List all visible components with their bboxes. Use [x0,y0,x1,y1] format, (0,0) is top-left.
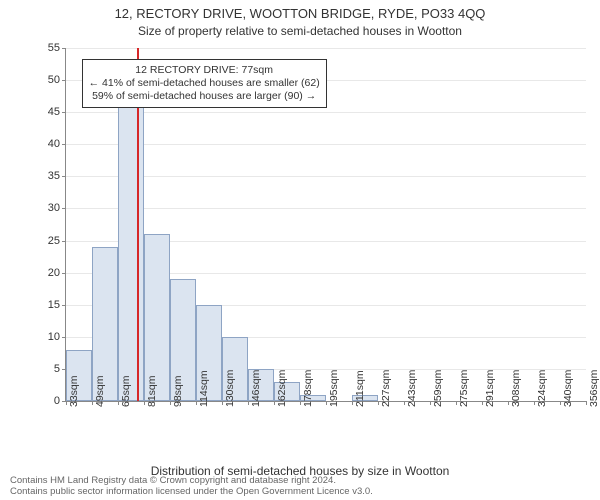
x-tick-label: 308sqm [510,370,522,407]
x-tick-label: 291sqm [484,370,496,407]
gridline [66,208,586,209]
x-tick-mark [508,401,509,405]
x-tick-label: 275sqm [458,370,470,407]
x-tick-mark [404,401,405,405]
y-tick-label: 35 [34,170,66,182]
x-tick-label: 49sqm [94,375,106,407]
x-tick-label: 98sqm [172,375,184,407]
x-tick-mark [352,401,353,405]
gridline [66,112,586,113]
x-tick-label: 211sqm [354,370,366,407]
annotation-line: ← 41% of semi-detached houses are smalle… [89,77,320,90]
y-tick-label: 45 [34,106,66,118]
x-tick-mark [118,401,119,405]
x-tick-mark [456,401,457,405]
y-tick-label: 40 [34,138,66,150]
x-tick-mark [222,401,223,405]
footer-line-2: Contains public sector information licen… [10,487,590,498]
y-tick-label: 25 [34,235,66,247]
y-tick-label: 10 [34,331,66,343]
x-tick-label: 65sqm [120,375,132,407]
histogram-bar [118,74,143,401]
x-tick-mark [378,401,379,405]
x-tick-label: 114sqm [198,370,210,407]
x-tick-label: 146sqm [250,370,262,407]
x-tick-label: 243sqm [406,370,418,407]
footer-attribution: Contains HM Land Registry data © Crown c… [10,476,590,498]
annotation-line: 12 RECTORY DRIVE: 77sqm [89,64,320,77]
x-tick-mark [196,401,197,405]
x-tick-mark [560,401,561,405]
y-tick-label: 30 [34,202,66,214]
x-tick-mark [300,401,301,405]
x-tick-mark [170,401,171,405]
x-tick-label: 33sqm [68,375,80,407]
x-tick-label: 227sqm [380,370,392,407]
x-tick-mark [144,401,145,405]
gridline [66,176,586,177]
y-tick-label: 50 [34,74,66,86]
x-tick-mark [326,401,327,405]
y-tick-label: 20 [34,267,66,279]
x-tick-mark [534,401,535,405]
x-tick-label: 81sqm [146,375,158,407]
gridline [66,144,586,145]
x-tick-mark [430,401,431,405]
annotation-box: 12 RECTORY DRIVE: 77sqm← 41% of semi-det… [82,59,327,108]
chart-subtitle: Size of property relative to semi-detach… [0,24,600,38]
gridline [66,48,586,49]
x-tick-label: 178sqm [302,370,314,407]
x-tick-label: 130sqm [224,370,236,407]
x-tick-mark [482,401,483,405]
x-tick-mark [66,401,67,405]
x-tick-label: 324sqm [536,370,548,407]
x-tick-label: 162sqm [276,370,288,407]
y-tick-label: 0 [34,395,66,407]
x-tick-label: 356sqm [588,370,600,407]
x-tick-mark [274,401,275,405]
y-tick-label: 5 [34,363,66,375]
x-tick-mark [92,401,93,405]
x-tick-mark [248,401,249,405]
chart-title: 12, RECTORY DRIVE, WOOTTON BRIDGE, RYDE,… [0,6,600,21]
y-tick-label: 55 [34,42,66,54]
x-tick-mark [586,401,587,405]
x-tick-label: 195sqm [328,370,340,407]
x-tick-label: 259sqm [432,370,444,407]
x-tick-label: 340sqm [562,370,574,407]
annotation-line: 59% of semi-detached houses are larger (… [89,90,320,103]
y-tick-label: 15 [34,299,66,311]
chart-plot-area: 051015202530354045505533sqm49sqm65sqm81s… [65,48,586,402]
